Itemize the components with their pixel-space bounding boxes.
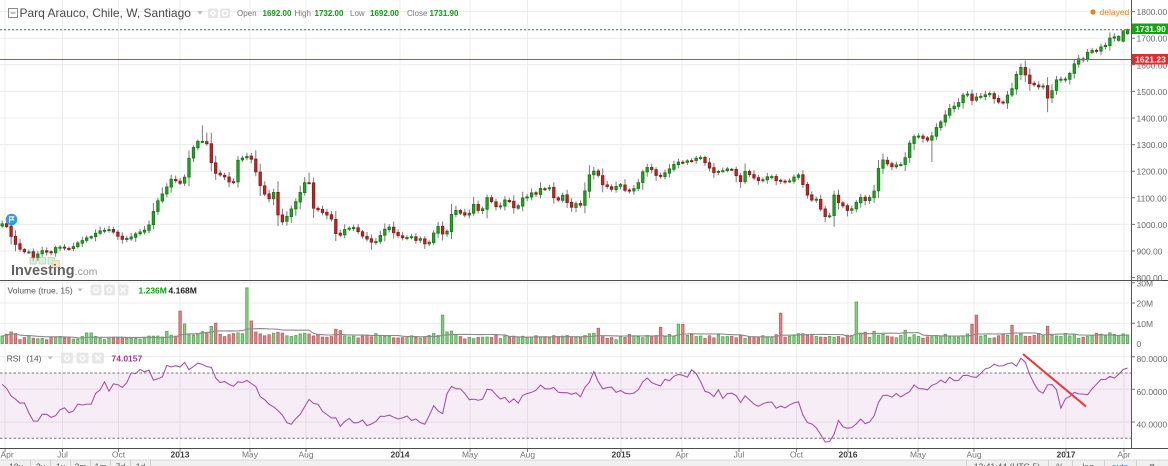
svg-text:3y: 3y — [36, 462, 46, 466]
svg-text:High: High — [295, 9, 311, 18]
svg-text:2016: 2016 — [839, 450, 858, 460]
svg-text:2017: 2017 — [1057, 450, 1076, 460]
svg-text:1700.00: 1700.00 — [1137, 34, 1168, 44]
svg-text:1200.00: 1200.00 — [1137, 167, 1168, 177]
svg-text:Aug: Aug — [520, 450, 535, 460]
svg-text:2014: 2014 — [391, 450, 410, 460]
svg-text:4.168M: 4.168M — [169, 286, 197, 296]
svg-text:1m: 1m — [95, 462, 107, 466]
svg-text:RSI: RSI — [7, 354, 21, 364]
svg-text:Aug: Aug — [966, 450, 981, 460]
svg-text:1731.90: 1731.90 — [1135, 24, 1166, 34]
svg-text:May: May — [462, 450, 479, 460]
svg-text:74.0157: 74.0157 — [112, 354, 143, 364]
svg-text:1732.00: 1732.00 — [315, 9, 344, 18]
svg-text:(14): (14) — [26, 354, 41, 364]
svg-text:10M: 10M — [1137, 319, 1154, 329]
svg-text:Jul: Jul — [57, 450, 68, 460]
svg-text:2015: 2015 — [612, 450, 631, 460]
svg-text:40.0000: 40.0000 — [1137, 420, 1168, 430]
svg-text:delayed: delayed — [1100, 7, 1130, 17]
svg-text:⚙: ⚙ — [1148, 462, 1156, 466]
svg-text:Aug: Aug — [298, 450, 313, 460]
svg-text:1000.00: 1000.00 — [1137, 220, 1168, 230]
svg-text:Low: Low — [350, 9, 365, 18]
svg-text:Oct: Oct — [790, 450, 804, 460]
svg-text:1100.00: 1100.00 — [1137, 193, 1167, 203]
svg-text:Apr: Apr — [1, 450, 14, 460]
svg-text:7d: 7d — [116, 462, 126, 466]
svg-text:1600.00: 1600.00 — [1137, 60, 1168, 70]
svg-text:13:41:44 (UTC-5): 13:41:44 (UTC-5) — [974, 462, 1040, 466]
svg-text:1731.90: 1731.90 — [430, 9, 459, 18]
svg-text:Volume (true, 15): Volume (true, 15) — [8, 286, 73, 296]
svg-text:2013: 2013 — [171, 450, 190, 460]
svg-text:0: 0 — [1137, 339, 1142, 349]
svg-text:Parq Arauco, Chile, W, Santiag: Parq Arauco, Chile, W, Santiago — [20, 6, 192, 20]
svg-text:20M: 20M — [1137, 299, 1154, 309]
svg-text:1400.00: 1400.00 — [1137, 114, 1168, 124]
svg-text:auto: auto — [1112, 462, 1129, 466]
svg-text:Open: Open — [237, 9, 257, 18]
svg-text:1692.00: 1692.00 — [370, 9, 399, 18]
svg-text:1y: 1y — [56, 462, 66, 466]
svg-text:1800.00: 1800.00 — [1137, 7, 1168, 17]
svg-text:800.00: 800.00 — [1137, 273, 1163, 283]
svg-text:30M: 30M — [1137, 278, 1154, 288]
svg-text:1300.00: 1300.00 — [1137, 140, 1168, 150]
svg-text:May: May — [910, 450, 927, 460]
svg-text:%: % — [1056, 462, 1064, 466]
svg-text:Jul: Jul — [734, 450, 745, 460]
svg-text:10y: 10y — [9, 462, 23, 466]
svg-text:Investing.com: Investing.com — [11, 263, 98, 279]
svg-text:3m: 3m — [75, 462, 87, 466]
svg-text:log: log — [1082, 462, 1094, 466]
svg-text:1d: 1d — [136, 462, 146, 466]
svg-text:1.236M: 1.236M — [139, 286, 167, 296]
svg-text:Apr: Apr — [1117, 450, 1130, 460]
svg-text:1692.00: 1692.00 — [263, 9, 292, 18]
svg-text:900.00: 900.00 — [1137, 247, 1163, 257]
svg-text:Apr: Apr — [675, 450, 688, 460]
svg-text:1621.23: 1621.23 — [1135, 54, 1166, 64]
svg-text:1500.00: 1500.00 — [1137, 87, 1168, 97]
svg-text:80.0000: 80.0000 — [1137, 354, 1168, 364]
svg-text:60.0000: 60.0000 — [1137, 387, 1168, 397]
svg-text:Oct: Oct — [112, 450, 126, 460]
svg-text:Close: Close — [407, 9, 428, 18]
svg-text:May: May — [242, 450, 259, 460]
